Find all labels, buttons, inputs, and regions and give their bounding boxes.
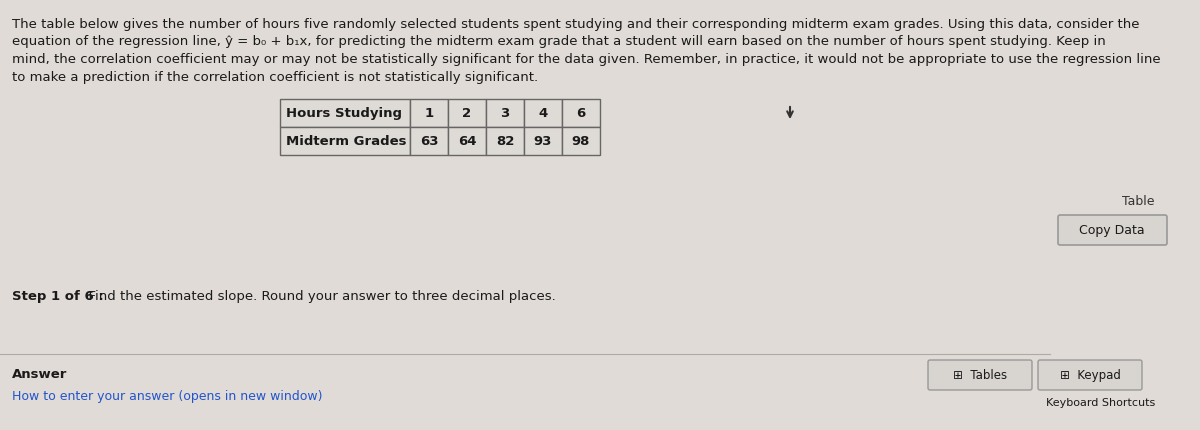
Bar <box>448 128 486 156</box>
Text: The table below gives the number of hours five randomly selected students spent : The table below gives the number of hour… <box>12 18 1140 31</box>
Text: 98: 98 <box>572 135 590 148</box>
Text: ⊞  Tables: ⊞ Tables <box>953 369 1007 381</box>
Bar <box>448 100 486 128</box>
Text: 6: 6 <box>576 107 586 120</box>
Text: Copy Data: Copy Data <box>1079 224 1145 237</box>
Bar <box>562 128 600 156</box>
Text: Step 1 of 6 :: Step 1 of 6 : <box>12 289 103 302</box>
Text: 63: 63 <box>420 135 438 148</box>
Bar <box>524 100 562 128</box>
Text: to make a prediction if the correlation coefficient is not statistically signifi: to make a prediction if the correlation … <box>12 71 538 83</box>
FancyBboxPatch shape <box>928 360 1032 390</box>
Bar <box>486 100 524 128</box>
Text: 2: 2 <box>462 107 472 120</box>
Text: 3: 3 <box>500 107 510 120</box>
Bar <box>280 128 410 156</box>
Bar <box>280 100 410 128</box>
Text: Find the estimated slope. Round your answer to three decimal places.: Find the estimated slope. Round your ans… <box>80 289 556 302</box>
FancyBboxPatch shape <box>1058 215 1166 246</box>
Text: Midterm Grades: Midterm Grades <box>286 135 407 148</box>
Text: 82: 82 <box>496 135 514 148</box>
Text: Table: Table <box>1122 194 1154 208</box>
Text: 4: 4 <box>539 107 547 120</box>
Bar <box>562 100 600 128</box>
Text: 1: 1 <box>425 107 433 120</box>
Text: Keyboard Shortcuts: Keyboard Shortcuts <box>1045 397 1154 407</box>
Text: ⊞  Keypad: ⊞ Keypad <box>1060 369 1121 381</box>
Text: How to enter your answer (opens in new window): How to enter your answer (opens in new w… <box>12 389 323 402</box>
Text: Answer: Answer <box>12 367 67 380</box>
Text: 64: 64 <box>457 135 476 148</box>
Text: equation of the regression line, ŷ = b₀ + b₁x, for predicting the midterm exam g: equation of the regression line, ŷ = b₀ … <box>12 35 1105 49</box>
Text: 93: 93 <box>534 135 552 148</box>
Bar <box>410 100 448 128</box>
Text: mind, the correlation coefficient may or may not be statistically significant fo: mind, the correlation coefficient may or… <box>12 53 1160 66</box>
Bar <box>524 128 562 156</box>
Bar <box>486 128 524 156</box>
Bar <box>410 128 448 156</box>
FancyBboxPatch shape <box>1038 360 1142 390</box>
Text: Hours Studying: Hours Studying <box>286 107 402 120</box>
